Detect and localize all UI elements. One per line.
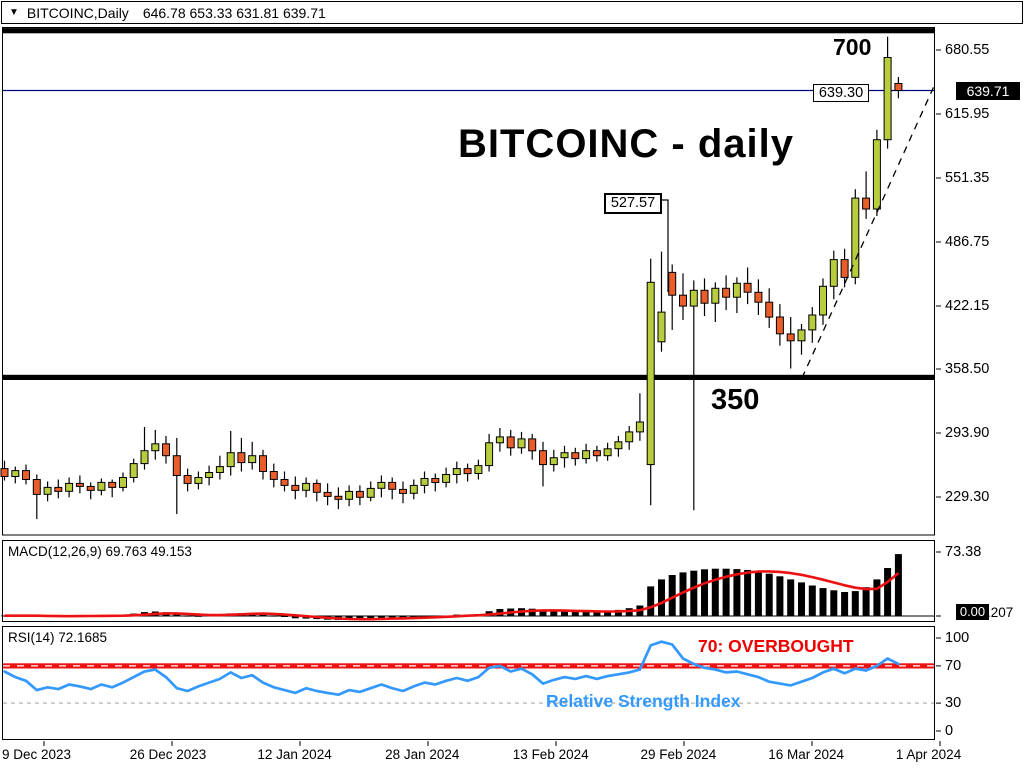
symbol-header[interactable]: ▼ BITCOINC,Daily 646.78 653.33 631.81 63… [1, 1, 1023, 24]
macd-panel[interactable] [2, 540, 935, 622]
swing-price-callout[interactable]: 527.57 [604, 193, 662, 214]
dropdown-arrow-icon[interactable]: ▼ [9, 6, 19, 18]
time-axis[interactable] [0, 740, 936, 768]
price-axis[interactable] [936, 27, 1024, 740]
main-chart-panel[interactable] [2, 27, 935, 535]
ohlc-readout: 646.78 653.33 631.81 639.71 [142, 4, 326, 21]
symbol-period-label: BITCOINC,Daily [26, 4, 129, 21]
rsi-panel[interactable] [2, 626, 935, 740]
bid-price-callout[interactable]: 639.30 [813, 84, 869, 102]
